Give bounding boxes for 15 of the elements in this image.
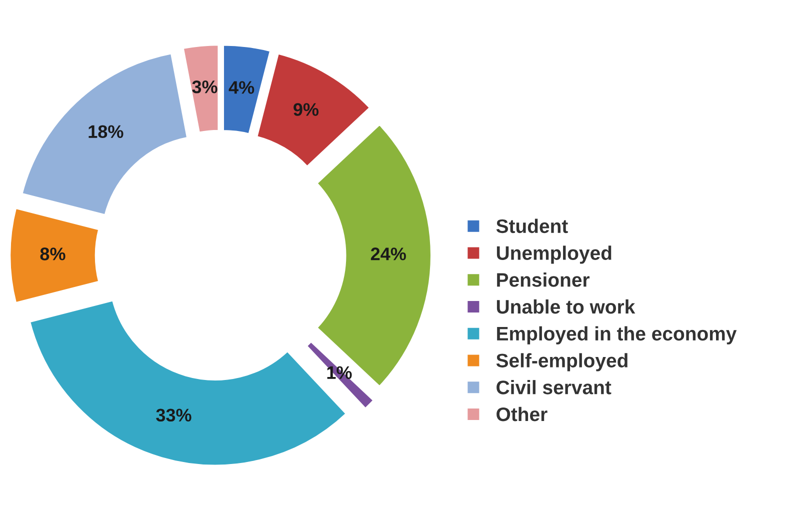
legend-label: Unemployed	[496, 246, 612, 264]
data-label: 18%	[88, 125, 124, 138]
data-label: 24%	[370, 248, 406, 260]
data-label: 33%	[156, 408, 192, 422]
legend-label: Civil servant	[496, 380, 612, 394]
legend-label: Employed in the economy	[497, 326, 737, 344]
legend-label: Unable to work	[496, 299, 636, 314]
data-label: 4%	[228, 81, 254, 94]
data-label: 3%	[192, 80, 218, 94]
legend-label: Other	[496, 406, 548, 422]
data-label: 9%	[294, 103, 319, 116]
data-label: 8%	[40, 248, 66, 260]
legend-label: Self-employed	[496, 353, 628, 372]
legend-label: Pensioner	[497, 272, 590, 287]
legend-label: Student	[496, 218, 568, 234]
